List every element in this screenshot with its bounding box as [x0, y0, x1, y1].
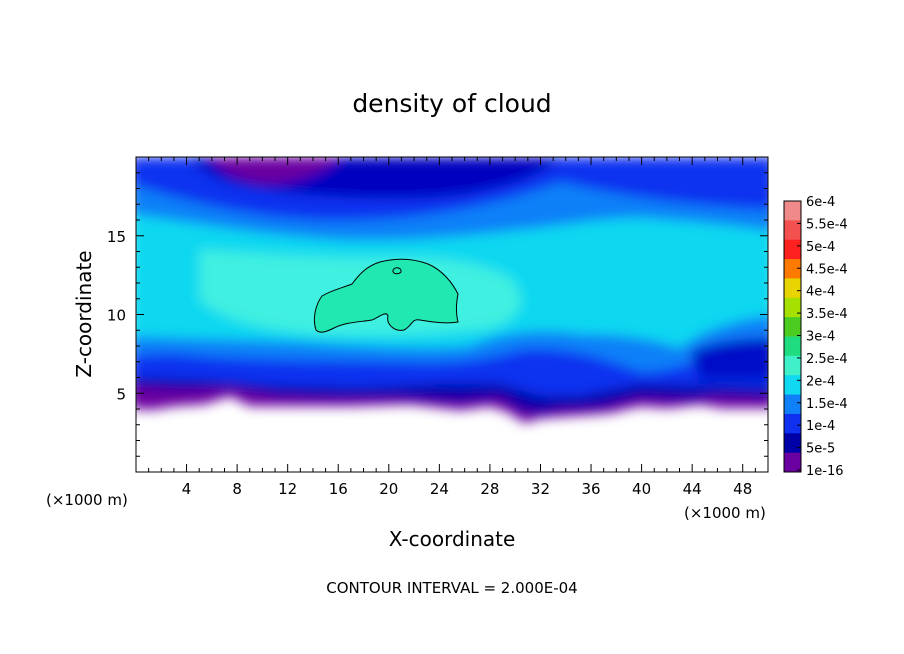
chart-title: density of cloud: [352, 89, 551, 118]
y-axis-title: Z-coordinate: [72, 250, 96, 377]
field-band-1e-16-top: [210, 157, 340, 184]
colorbar-swatch: [784, 433, 801, 454]
colorbar-swatch: [784, 355, 801, 376]
x-tick-label: 24: [430, 480, 449, 498]
x-axis-title: X-coordinate: [389, 527, 516, 551]
contour-2e-4: [313, 258, 459, 333]
colorbar-swatch: [784, 413, 801, 434]
colorbar-label: 5e-4: [806, 240, 835, 255]
x-unit-label-right: (×1000 m): [684, 504, 766, 522]
colorbar-swatch: [784, 317, 801, 337]
x-tick-label: 48: [733, 480, 752, 498]
colorbar: 6e-4 5.5e-4 5e-4 4.5e-4 4e-4 3.5e-4 3e-4 2.5e-4…: [783, 195, 848, 479]
colorbar-label: 3e-4: [806, 330, 835, 345]
colorbar-label: 1e-4: [806, 419, 835, 434]
colorbar-swatch: [784, 452, 801, 473]
x-tick-label: 8: [232, 480, 242, 498]
colorbar-label: 5e-5: [806, 442, 835, 457]
colorbar-swatch: [784, 278, 801, 299]
x-tick-label: 32: [531, 480, 550, 498]
colorbar-swatch: [784, 259, 801, 279]
colorbar-swatch: [784, 375, 801, 396]
field-band-1e-4-right: [690, 338, 768, 380]
contour-2e-4-hole: [392, 267, 402, 275]
x-tick-label: 20: [379, 480, 398, 498]
colorbar-label: 3.5e-4: [806, 307, 848, 322]
y-tick-label: 15: [107, 228, 126, 246]
colorbar-label: 5.5e-4: [806, 217, 848, 232]
x-axis: 4 8 12 16 20 24 28 32 36 40 44 48: [148, 157, 756, 498]
density-field: [136, 157, 768, 472]
colorbar-swatch: [784, 220, 801, 241]
x-tick-label: 40: [632, 480, 651, 498]
colorbar-label: 2.5e-4: [806, 352, 848, 367]
colorbar-label: 4e-4: [806, 285, 835, 300]
x-tick-label: 4: [182, 480, 192, 498]
y-axis: 5 10 15: [107, 172, 768, 457]
colorbar-label: 6e-4: [806, 195, 835, 210]
x-tick-label: 44: [683, 480, 702, 498]
colorbar-swatch: [784, 239, 801, 260]
x-tick-label: 12: [278, 480, 297, 498]
colorbar-swatch: [784, 336, 801, 357]
colorbar-label: 1e-16: [806, 464, 844, 479]
colorbar-label: 2e-4: [806, 374, 835, 389]
colorbar-label: 4.5e-4: [806, 262, 848, 277]
colorbar-swatch: [784, 201, 801, 221]
y-tick-label: 10: [107, 307, 126, 325]
colorbar-swatch: [784, 394, 801, 415]
contour-interval-note: CONTOUR INTERVAL = 2.000E-04: [326, 579, 577, 597]
colorbar-label: 1.5e-4: [806, 397, 848, 412]
x-unit-label-left: (×1000 m): [46, 491, 128, 509]
colorbar-frame: [783, 200, 802, 473]
x-tick-label: 16: [329, 480, 348, 498]
x-tick-label: 28: [480, 480, 499, 498]
x-tick-label: 36: [581, 480, 600, 498]
y-tick-label: 5: [116, 385, 126, 403]
colorbar-swatch: [784, 297, 801, 318]
